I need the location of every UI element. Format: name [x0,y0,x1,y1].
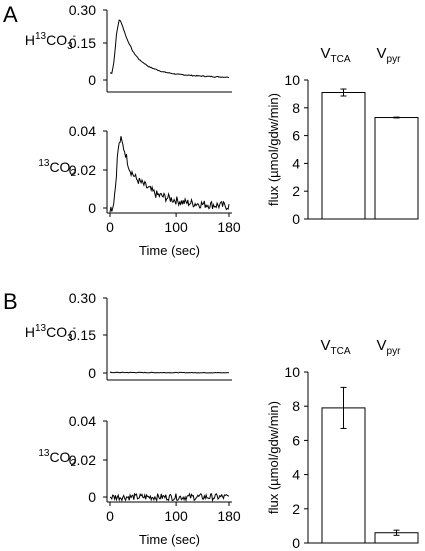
y-tick-label: 0.04 [69,413,96,429]
x-tick-label: 0 [106,219,114,235]
y-axis-title: flux (µmol/gdw/min) [266,401,281,514]
bar [374,117,419,220]
x-tick-label: 100 [164,508,188,524]
y-tick-label: 0.15 [69,327,96,343]
line-panel-b-co2: 0.04 0.02 0 13CO2 0 100 180 Time (sec) [38,413,241,547]
y-tick-label: 2 [292,183,300,199]
y-tick-label: 0 [88,365,96,381]
y-tick-label: 0.02 [69,162,96,178]
y-tick-label: 0 [88,489,96,505]
series-line [109,492,230,503]
bar-panel-b: 0 2 4 6 8 10 flux (µmol/gdw/min) VTCA Vpyr [266,337,419,551]
y-tick-label: 2 [292,501,300,517]
y-tick-label: 8 [292,398,300,414]
y-tick-label: 4 [292,467,300,483]
series-line [109,19,229,78]
y-tick-label: 10 [284,72,300,88]
line-panel-a-co2: 0.04 0.02 0 13CO2 0 100 180 Time (sec) [38,123,241,258]
line-panel-b-hco3: 0.30 0.15 0 H13CO3- [25,290,232,381]
y-tick-label: 0.30 [69,2,96,18]
y-tick-label: 0.02 [69,452,96,468]
panel-label-b: B [3,289,18,314]
species-label: H13CO3- [25,323,76,344]
x-tick-label: 180 [217,508,241,524]
y-tick-label: 4 [292,155,300,171]
species-label: H13CO3- [25,31,76,52]
x-tick-label: 100 [164,219,188,235]
species-label: 13CO2 [38,448,76,469]
y-tick-label: 6 [292,432,300,448]
species-label: 13CO2 [38,158,76,179]
series-line [109,371,230,374]
y-tick-label: 0 [292,535,300,551]
bar-category-label: Vpyr [377,337,402,357]
x-tick-label: 180 [217,219,241,235]
y-tick-label: 0 [88,200,96,216]
bar-category-label: Vpyr [377,45,402,65]
bar [321,407,366,544]
x-axis-title: Time (sec) [139,532,200,547]
y-tick-label: 0.30 [69,290,96,306]
y-tick-label: 0.15 [69,35,96,51]
y-tick-label: 8 [292,100,300,116]
bar-category-label: VTCA [320,337,350,357]
y-tick-label: 6 [292,128,300,144]
x-axis-title: Time (sec) [139,243,200,258]
bar [321,92,366,220]
y-tick-label: 10 [284,364,300,380]
bar-category-label: VTCA [320,45,350,65]
y-axis-title: flux (µmol/gdw/min) [266,93,281,206]
series-line [109,136,230,213]
y-tick-label: 0 [88,72,96,88]
panel-label-a: A [3,2,18,27]
line-panel-a-hco3: 0.30 0.15 0 H13CO3- [25,2,232,93]
x-tick-label: 0 [106,508,114,524]
y-tick-label: 0 [292,211,300,227]
y-tick-label: 0.04 [69,123,96,139]
